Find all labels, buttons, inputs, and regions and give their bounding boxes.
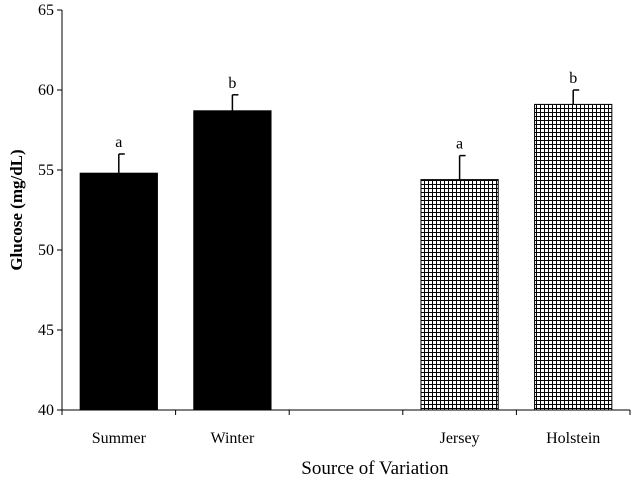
bar-jersey <box>420 179 499 411</box>
y-tick-label: 50 <box>38 242 54 259</box>
significance-letter-jersey: a <box>456 136 463 153</box>
significance-letter-winter: b <box>228 75 236 92</box>
bar-winter <box>193 110 272 411</box>
y-axis-title: Glucose (mg/dL) <box>7 149 26 270</box>
y-tick-label: 65 <box>38 2 54 19</box>
significance-letter-holstein: b <box>569 70 577 87</box>
bar-holstein <box>534 103 613 411</box>
y-tick-label: 45 <box>38 322 54 339</box>
category-label-summer: Summer <box>92 430 147 447</box>
x-axis-title: Source of Variation <box>301 458 449 479</box>
y-tick-label: 55 <box>38 162 54 179</box>
category-label-holstein: Holstein <box>546 430 600 447</box>
significance-letter-summer: a <box>115 134 122 151</box>
x-ticks <box>61 410 631 415</box>
labels: a Summer b Winter a Jersey b Holstein <box>92 70 601 447</box>
bars <box>79 103 613 411</box>
y-ticks: 40 45 50 55 60 65 <box>38 2 62 419</box>
y-tick-label: 40 <box>38 402 54 419</box>
category-label-jersey: Jersey <box>440 430 480 447</box>
bar-summer <box>79 172 158 411</box>
error-bars <box>118 89 580 180</box>
category-label-winter: Winter <box>211 430 255 447</box>
y-tick-label: 60 <box>38 82 54 99</box>
